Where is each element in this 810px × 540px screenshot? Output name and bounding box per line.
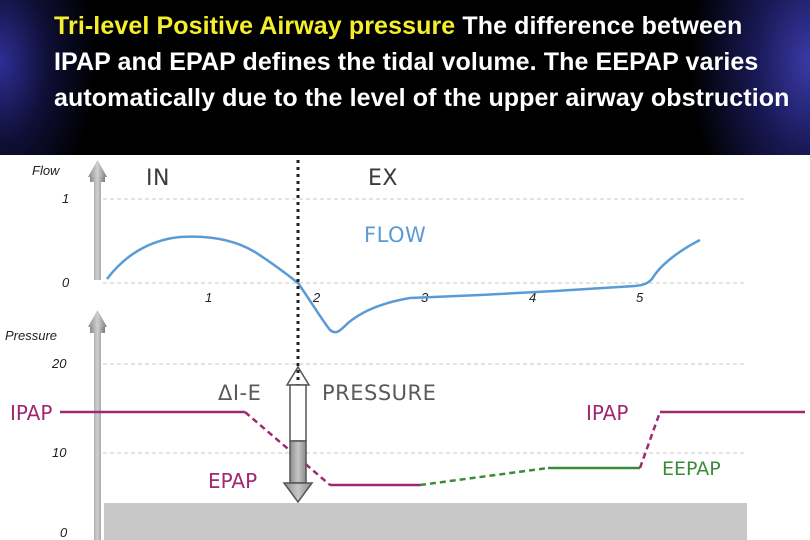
time-tick-1: 1 [205,290,212,305]
delta-arrow-bottom-head [282,482,314,504]
delta-arrow-shaft-lower [289,440,307,484]
flow-axis-label: Flow [32,163,61,178]
pressure-axis-arrowhead [88,310,107,327]
pressure-tick-10: 10 [52,445,67,460]
title-body: The difference between IPAP and EPAP def… [54,12,790,112]
delta-arrow-shaft-upper [289,384,307,442]
pressure-axis-shaft [90,326,105,540]
slide-title: Tri-level Positive Airway pressure The d… [54,8,794,116]
time-tick-2: 2 [312,290,321,305]
title-highlight: Tri-level Positive Airway pressure [54,12,456,40]
pressure-axis-label: Pressure [5,328,57,343]
pressure-curve-label: PRESSURE [322,381,436,405]
ventilation-figure: Flow 1 0 1 2 3 4 5 IN EX FLOW Pressure 2… [0,155,810,540]
eepap-label: EEPAP [662,458,721,480]
baseline-block [104,503,747,540]
flow-tick-1: 1 [62,191,69,206]
flow-curve [106,235,701,334]
phase-ex-label: EX [368,166,398,191]
eepap-ramp [419,466,549,487]
flow-axis-arrowhead [88,160,107,177]
eepap-to-ipap-transition [638,411,662,469]
flow-curve-label: FLOW [364,223,426,247]
ipap-to-epap-transition [244,411,331,486]
pressure-tick-20: 20 [51,356,67,371]
pressure-tick-0: 0 [60,525,68,540]
epap-label: EPAP [208,469,257,493]
flow-axis-shaft [90,175,105,280]
time-tick-4: 4 [529,290,536,305]
slide-header: Tri-level Positive Airway pressure The d… [0,0,810,155]
flow-tick-0: 0 [62,275,70,290]
ipap-right-label: IPAP [586,401,628,425]
delta-arrow-top-head [285,365,311,386]
delta-ie-label: ΔI-E [218,381,261,405]
time-tick-5: 5 [636,290,644,305]
phase-in-label: IN [146,166,170,191]
ipap-left-label: IPAP [10,401,52,425]
